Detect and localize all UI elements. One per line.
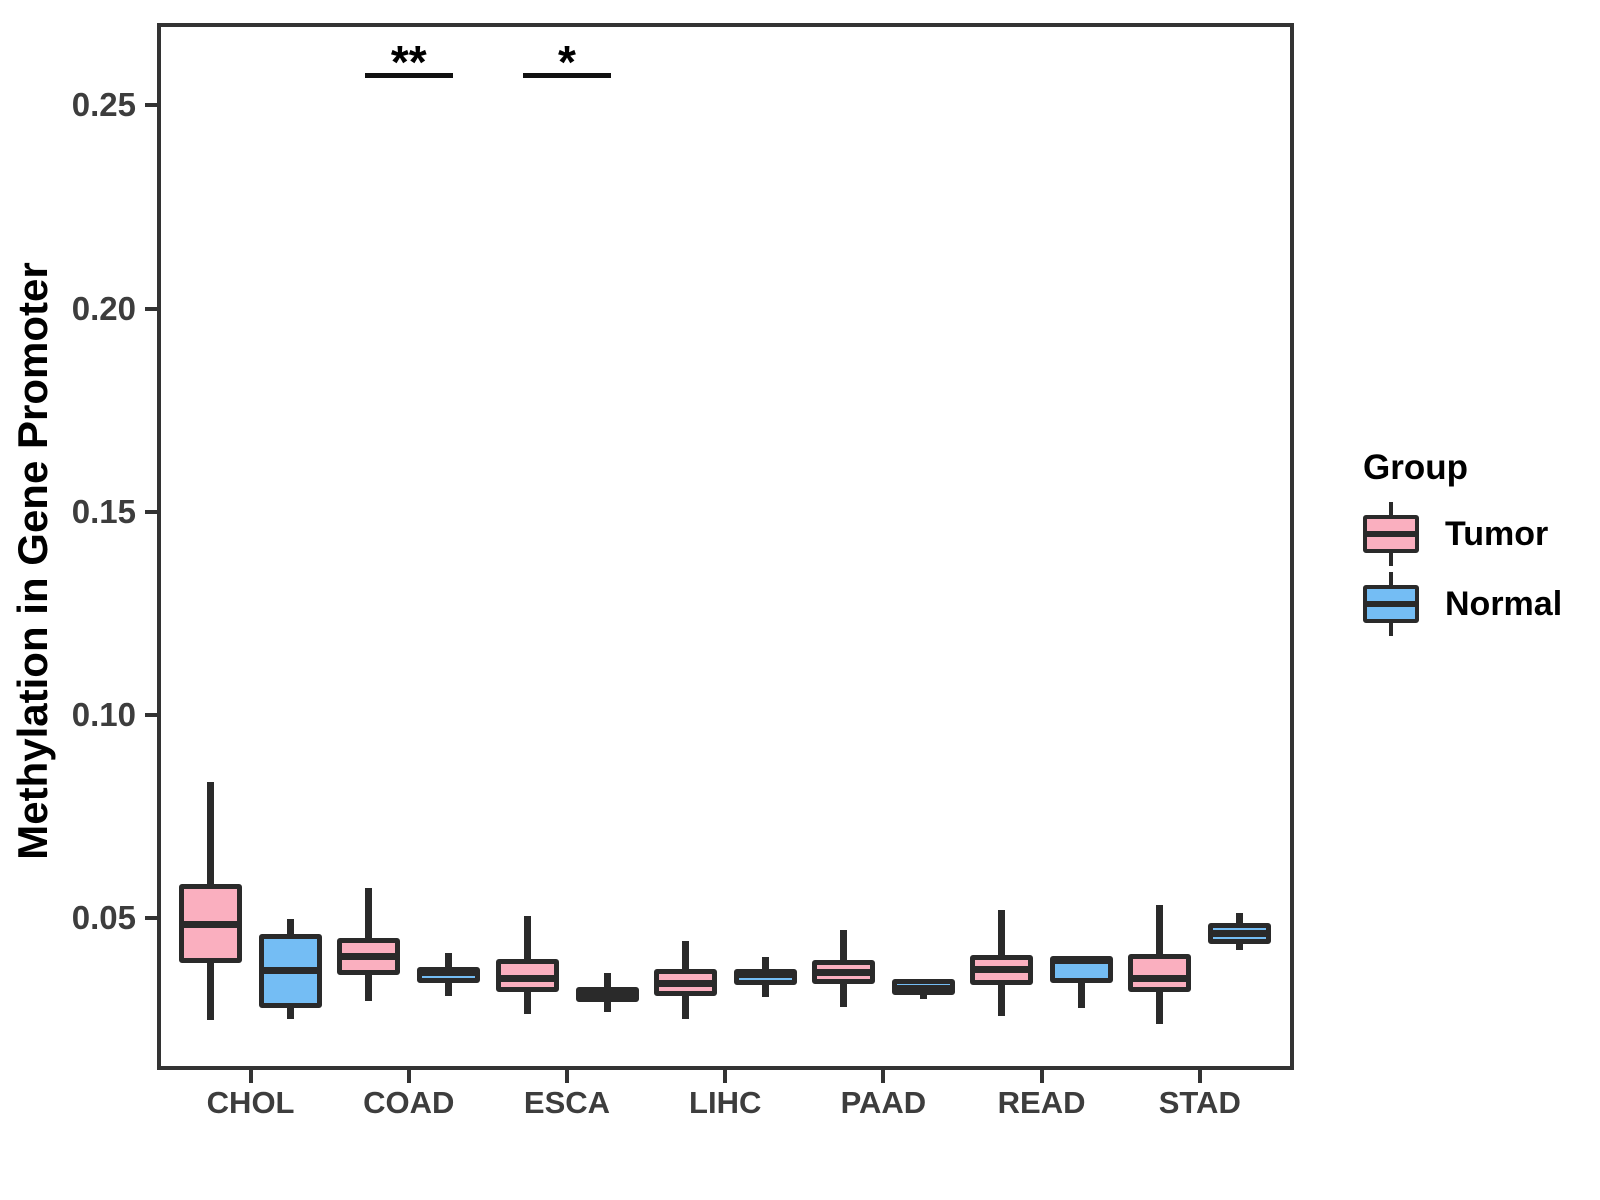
x-tick-label-lihc: LIHC	[689, 1085, 762, 1120]
y-tick-label-0.15: 0.15	[71, 492, 136, 530]
median-tumor-coad	[342, 953, 396, 961]
median-tumor-read	[975, 965, 1029, 973]
y-tick-label-0.25: 0.25	[71, 86, 136, 124]
y-tick-0.25	[145, 103, 157, 108]
swatch-median	[1367, 531, 1415, 537]
median-tumor-lihc	[658, 980, 712, 988]
legend-title: Group	[1363, 448, 1468, 487]
x-tick-esca	[565, 1070, 569, 1083]
median-normal-read	[1055, 956, 1109, 964]
legend-label-tumor: Tumor	[1445, 514, 1549, 553]
median-normal-lihc	[738, 971, 792, 979]
x-tick-read	[1039, 1070, 1044, 1083]
swatch-median	[1367, 601, 1415, 607]
median-tumor-chol	[184, 920, 238, 928]
y-axis-title: Methylation in Gene Promoter	[9, 262, 56, 860]
median-tumor-paad	[816, 969, 870, 977]
legend-entry-normal: Normal	[1363, 572, 1600, 636]
box-tumor-stad	[1128, 954, 1192, 992]
y-tick-0.15	[145, 509, 157, 514]
y-tick-0.10	[145, 712, 157, 717]
tumor-boxplot-swatch-icon	[1363, 502, 1419, 566]
median-tumor-stad	[1133, 974, 1187, 982]
x-tick-label-read: READ	[997, 1085, 1086, 1120]
median-normal-esca	[580, 989, 634, 997]
x-tick-coad	[406, 1070, 411, 1083]
x-tick-label-stad: STAD	[1158, 1085, 1241, 1120]
plot-panel: ** *	[157, 23, 1294, 1070]
median-normal-chol	[264, 967, 318, 975]
legend-label-normal: Normal	[1445, 584, 1563, 623]
y-tick-label-0.05: 0.05	[71, 899, 136, 937]
normal-boxplot-swatch-icon	[1363, 572, 1419, 636]
median-normal-paad	[896, 984, 950, 992]
legend-entries: Tumor Normal	[1338, 502, 1600, 636]
sig-bar-esca	[523, 72, 611, 78]
x-tick-stad	[1197, 1070, 1202, 1083]
y-tick-0.20	[145, 306, 157, 311]
legend: Group Tumor Normal	[1338, 448, 1600, 642]
y-tick-label-0.20: 0.20	[71, 289, 136, 327]
y-tick-label-0.10: 0.10	[71, 695, 136, 733]
x-tick-label-esca: ESCA	[523, 1085, 611, 1120]
x-tick-chol	[248, 1070, 253, 1083]
legend-entry-tumor: Tumor	[1363, 502, 1600, 566]
y-tick-0.05	[145, 916, 157, 921]
sig-label-coad: **	[390, 35, 427, 88]
sig-label-esca: *	[558, 35, 576, 88]
x-tick-paad	[881, 1070, 886, 1083]
x-tick-label-chol: CHOL	[206, 1085, 295, 1120]
x-tick-label-paad: PAAD	[840, 1085, 927, 1120]
median-normal-stad	[1213, 930, 1267, 938]
median-tumor-esca	[500, 974, 554, 982]
x-tick-label-coad: COAD	[363, 1085, 455, 1120]
median-normal-coad	[422, 969, 476, 977]
x-tick-lihc	[723, 1070, 728, 1083]
sig-bar-coad	[364, 72, 453, 78]
